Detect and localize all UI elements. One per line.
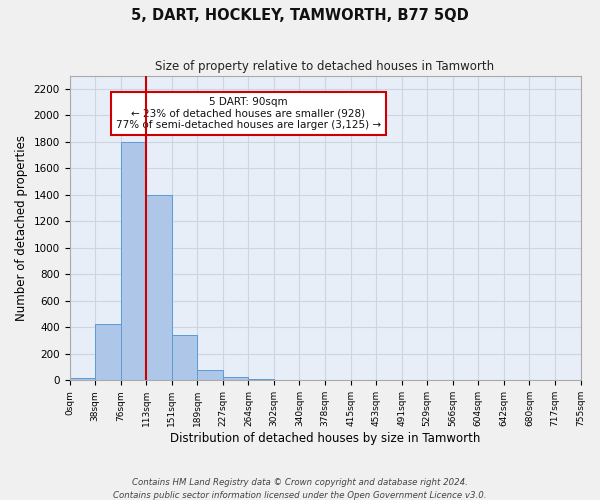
Bar — [146, 195, 172, 380]
Bar — [121, 142, 146, 380]
Bar — [223, 377, 248, 380]
Text: 5, DART, HOCKLEY, TAMWORTH, B77 5QD: 5, DART, HOCKLEY, TAMWORTH, B77 5QD — [131, 8, 469, 22]
Title: Size of property relative to detached houses in Tamworth: Size of property relative to detached ho… — [155, 60, 494, 73]
Bar — [95, 324, 121, 380]
Bar — [248, 379, 274, 380]
Bar — [197, 370, 223, 380]
Y-axis label: Number of detached properties: Number of detached properties — [15, 135, 28, 321]
Text: Contains HM Land Registry data © Crown copyright and database right 2024.
Contai: Contains HM Land Registry data © Crown c… — [113, 478, 487, 500]
Bar — [70, 378, 95, 380]
X-axis label: Distribution of detached houses by size in Tamworth: Distribution of detached houses by size … — [170, 432, 480, 445]
Bar — [172, 334, 197, 380]
Text: 5 DART: 90sqm
← 23% of detached houses are smaller (928)
77% of semi-detached ho: 5 DART: 90sqm ← 23% of detached houses a… — [116, 97, 381, 130]
